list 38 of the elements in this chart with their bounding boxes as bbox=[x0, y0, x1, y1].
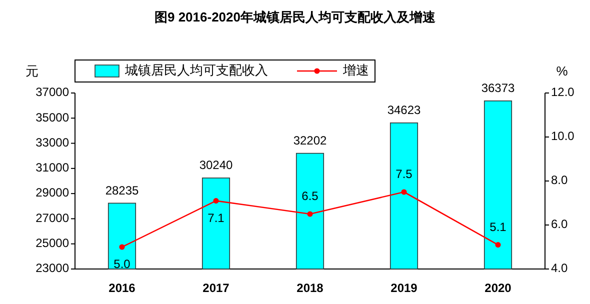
y-tick-label: 35000 bbox=[36, 110, 70, 124]
data-label: 28235 bbox=[105, 183, 140, 198]
point bbox=[119, 244, 125, 250]
y-tick-label: 25000 bbox=[36, 236, 70, 250]
data-label: 6.5 bbox=[302, 189, 319, 204]
chart-title: 图9 2016-2020年城镇居民人均可支配收入及增速 bbox=[154, 9, 437, 24]
x-tick-label: 2018 bbox=[296, 281, 324, 296]
y-tick-label: 31000 bbox=[36, 160, 70, 175]
data-label: 5.1 bbox=[490, 220, 507, 234]
y-tick-label: 27000 bbox=[36, 210, 70, 225]
x-tick-label: 2017 bbox=[202, 281, 230, 296]
y2-axis-title: % bbox=[556, 63, 568, 78]
x-tick-label: 2016 bbox=[108, 281, 136, 296]
legend-label: 增速 bbox=[342, 62, 369, 78]
y-tick-label: 37000 bbox=[36, 85, 70, 100]
x-tick-label: 2020 bbox=[484, 281, 512, 296]
data-label: 32202 bbox=[293, 133, 328, 148]
data-label: 34623 bbox=[387, 103, 422, 118]
data-label: 5.0 bbox=[114, 257, 131, 272]
point bbox=[401, 189, 407, 195]
point bbox=[213, 198, 219, 204]
y2-tick-label: 12.0 bbox=[551, 85, 575, 100]
y2-tick-label: 4.0 bbox=[551, 261, 568, 276]
data-label: 7.5 bbox=[396, 167, 413, 182]
data-label: 36373 bbox=[481, 81, 516, 96]
x-tick-label: 2019 bbox=[390, 281, 418, 296]
y2-tick-label: 10.0 bbox=[551, 129, 575, 144]
y-tick-label: 33000 bbox=[36, 135, 70, 150]
y2-tick-label: 8.0 bbox=[551, 173, 568, 188]
y-tick-label: 29000 bbox=[36, 186, 70, 200]
y-axis-title: 元 bbox=[26, 63, 38, 78]
data-label: 7.1 bbox=[208, 210, 225, 225]
y-tick-label: 23000 bbox=[36, 261, 70, 276]
data-label: 30240 bbox=[199, 158, 234, 172]
legend-label: 城镇居民人均可支配收入 bbox=[124, 62, 268, 78]
y2-tick-label: 6.0 bbox=[551, 217, 568, 232]
point bbox=[495, 242, 501, 248]
point bbox=[307, 211, 313, 217]
